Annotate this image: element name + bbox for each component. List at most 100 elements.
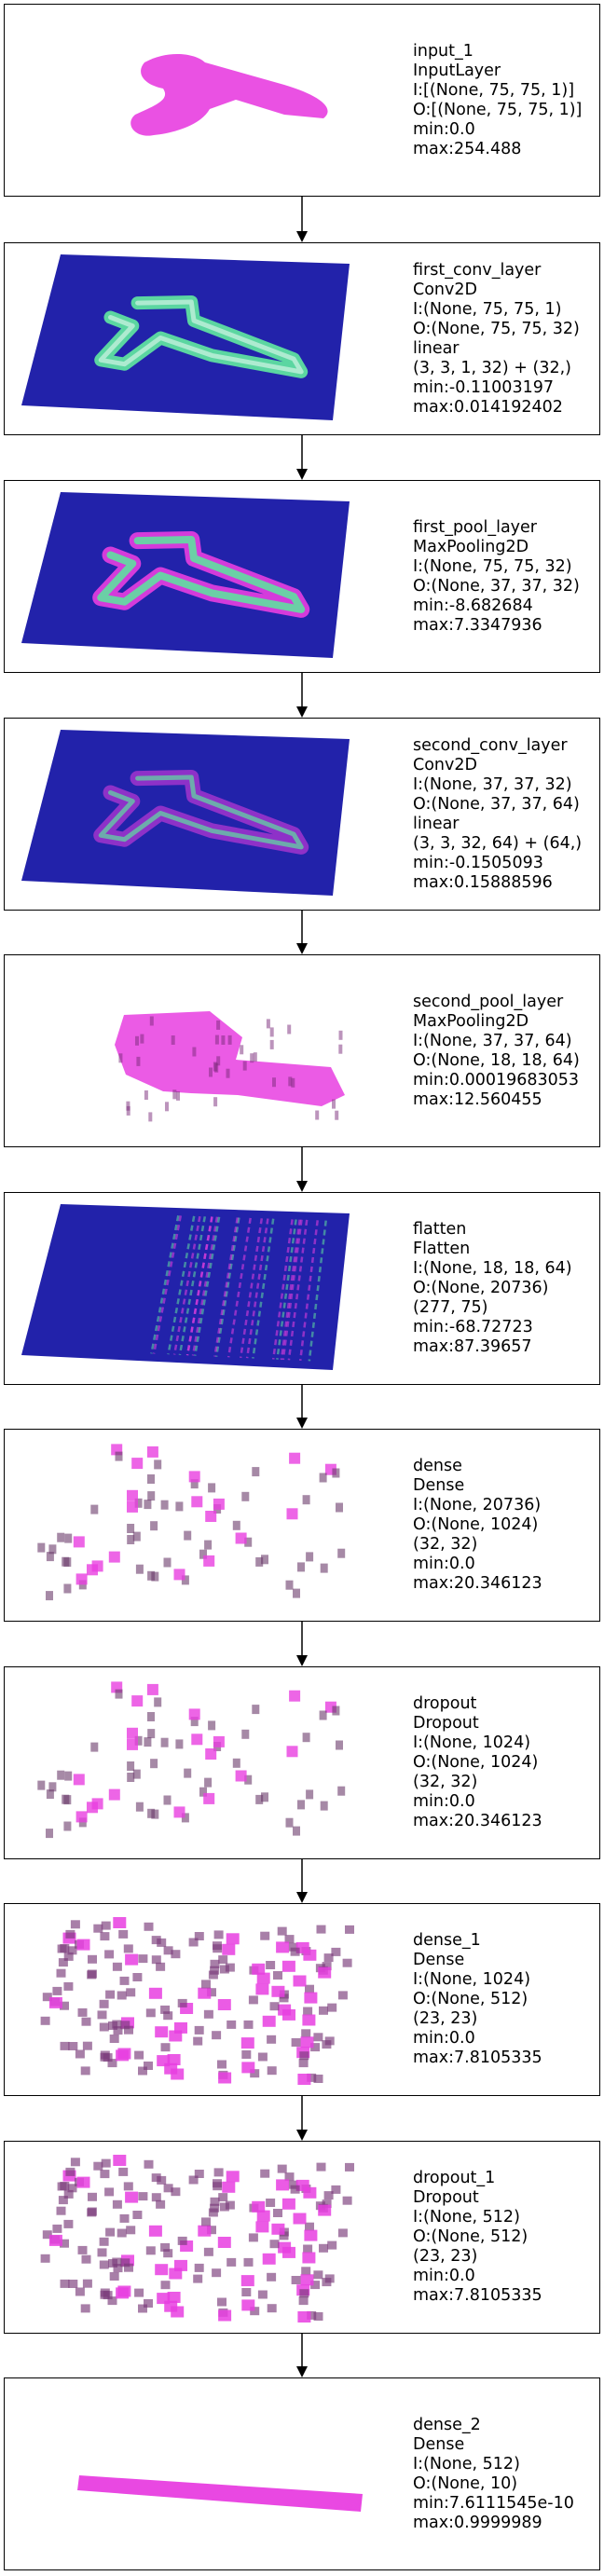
activation-cell <box>87 1970 97 1980</box>
activation-cell <box>63 1821 72 1831</box>
activation-cell <box>64 1771 73 1781</box>
activation-cell <box>107 2296 117 2306</box>
activation-cell <box>104 2187 115 2197</box>
activation-cell <box>126 1988 136 1997</box>
activation-cell <box>135 1564 144 1574</box>
activation-cell <box>241 2050 252 2059</box>
activation-cell <box>313 2312 323 2321</box>
activation-cell <box>261 1555 268 1565</box>
activation-cell <box>266 2199 276 2207</box>
activation-cell <box>337 1548 346 1558</box>
activation-tick <box>172 1089 177 1100</box>
layer-name: dense <box>413 1457 462 1475</box>
activation-cell <box>310 2043 321 2052</box>
activation-stripe <box>287 1219 309 1361</box>
activation-tick <box>216 1020 221 1030</box>
activation-cell <box>208 1483 216 1493</box>
layer-detail: max:20.346123 <box>413 1574 542 1593</box>
layer-detail: I:(None, 37, 37, 32) <box>413 774 572 794</box>
activation-cell <box>323 2191 334 2200</box>
activation-cell <box>73 1536 85 1548</box>
activation-cell <box>134 2288 144 2297</box>
activation-cell <box>181 1575 189 1585</box>
activation-cell <box>151 1571 159 1582</box>
layer-box: dropout_1 Dropout I:(None, 512) O:(None, 51… <box>4 2141 600 2334</box>
activation-cell <box>173 1569 185 1581</box>
activation-visualization <box>77 2475 363 2512</box>
activation-cell <box>124 2025 133 2035</box>
activation-cell <box>65 2167 76 2176</box>
layer-type: MaxPooling2D <box>413 1011 529 1031</box>
activation-cell <box>210 2197 220 2206</box>
activation-cell <box>282 2008 295 2021</box>
activation-cell <box>107 2059 117 2068</box>
activation-tick <box>209 1067 213 1077</box>
activation-cell <box>63 1981 74 1991</box>
activation-cell <box>342 2196 352 2205</box>
activation-tick <box>135 1035 139 1046</box>
activation-cell <box>288 1942 298 1952</box>
activation-cell <box>342 1958 352 1967</box>
activation-cell <box>305 1984 314 1994</box>
activation-cell <box>75 2287 85 2296</box>
activation-cell <box>48 1544 57 1555</box>
activation-cell <box>144 2062 153 2070</box>
activation-cell <box>257 2290 268 2299</box>
activation-cell <box>174 2259 187 2271</box>
activation-cell <box>207 1988 216 1997</box>
activation-cell <box>306 1789 314 1800</box>
layer-box: first_pool_layer MaxPooling2D I:(None, 75,… <box>4 480 600 673</box>
activation-cell <box>157 1938 167 1947</box>
activation-cell <box>163 2011 173 2021</box>
activation-cell <box>318 2204 332 2216</box>
activation-cell <box>60 2239 69 2248</box>
activation-cell <box>218 2193 228 2202</box>
layer-detail: min:-0.11003197 <box>413 377 554 397</box>
activation-cell <box>138 2192 148 2201</box>
activation-cell <box>218 1955 228 1965</box>
activation-cell <box>320 1801 328 1811</box>
activation-cell <box>73 1774 85 1786</box>
activation-cell <box>298 2059 309 2068</box>
activation-cell <box>210 1959 220 1968</box>
layer-detail: I:(None, 512) <box>413 2454 520 2473</box>
activation-cell <box>213 1735 225 1747</box>
activation-cell <box>82 2041 92 2050</box>
activation-cell <box>109 2035 119 2043</box>
activation-cell <box>56 1968 66 1978</box>
activation-cell <box>290 2185 300 2194</box>
activation-cell <box>160 2281 171 2290</box>
activation-stripe <box>245 1218 269 1359</box>
activation-cell <box>212 2268 222 2278</box>
layer-detail: min:-0.1505093 <box>413 853 543 872</box>
layer-name: first_conv_layer <box>413 260 542 280</box>
activation-tick <box>269 1027 274 1037</box>
activation-cell <box>104 1950 115 1959</box>
activation-cell <box>65 1929 76 1939</box>
activation-cell <box>124 2263 133 2272</box>
activation-cell <box>70 1920 80 1929</box>
activation-cell <box>108 1788 120 1801</box>
activation-cell <box>289 1452 301 1464</box>
activation-cell <box>68 2042 78 2050</box>
activation-cell <box>232 1520 240 1530</box>
activation-cell <box>46 1789 54 1800</box>
activation-cell <box>154 1697 162 1707</box>
activation-cell <box>293 1588 300 1598</box>
activation-cell <box>156 1962 166 1971</box>
activation-cell <box>285 1580 294 1590</box>
activation-cell <box>63 1952 74 1961</box>
activation-cell <box>319 2243 328 2253</box>
layer-detail: I:(None, 75, 75, 32) <box>413 556 572 576</box>
activation-cell <box>241 1729 250 1739</box>
activation-cell <box>163 1557 172 1568</box>
activation-cell <box>319 1710 327 1720</box>
layer-box: second_conv_layer Conv2D I:(None, 37, 37, … <box>4 718 600 911</box>
activation-cell <box>217 2297 226 2307</box>
activation-cell <box>68 2280 78 2288</box>
activation-cell <box>52 2224 62 2233</box>
layer-info: dropout_1 Dropout I:(None, 512) O:(None, 51… <box>413 2142 542 2333</box>
activation-stripe <box>167 1215 196 1355</box>
activation-visualization <box>37 1681 346 1839</box>
activation-cell <box>188 1938 199 1947</box>
